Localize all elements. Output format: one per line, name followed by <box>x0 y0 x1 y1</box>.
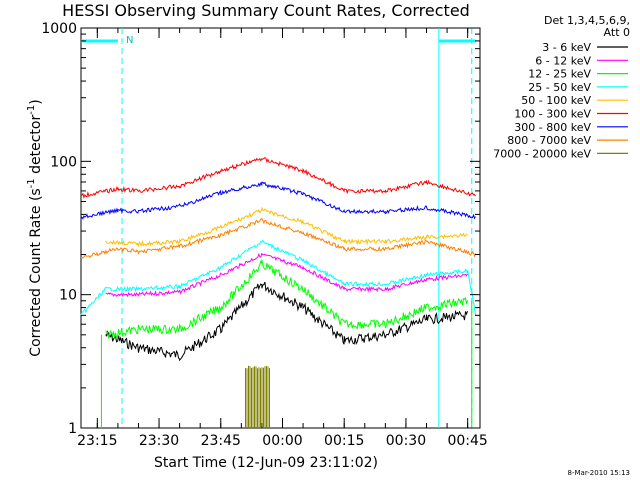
series-line <box>105 252 468 298</box>
y-axis-label: Corrected Count Rate (s-1 detector-1) <box>26 99 44 356</box>
x-tick-label: 00:45 <box>447 433 487 449</box>
legend-label: 25 - 50 keV <box>528 81 591 94</box>
legend-label: 3 - 6 keV <box>542 41 591 54</box>
series-line <box>80 239 477 316</box>
legend-label: 100 - 300 keV <box>514 108 591 121</box>
series-line <box>245 365 270 428</box>
chart-title: HESSI Observing Summary Count Rates, Cor… <box>62 1 470 20</box>
x-tick-label: 23:30 <box>139 433 179 449</box>
legend-label: 7000 - 20000 keV <box>493 147 591 160</box>
series-line <box>105 281 468 362</box>
series-line <box>105 206 468 248</box>
saa-markers: N <box>81 28 476 428</box>
legend-header-line2: Att 0 <box>604 26 630 39</box>
x-tick-label: 23:45 <box>201 433 241 449</box>
plot-frame <box>80 27 481 429</box>
x-tick-label: 23:15 <box>77 433 117 449</box>
x-tick-label: 00:00 <box>262 433 302 449</box>
x-axis-label: Start Time (12-Jun-09 23:11:02) <box>154 455 378 471</box>
legend-label: 50 - 100 keV <box>521 94 591 107</box>
timestamp-footer: 8-Mar-2010 15:13 <box>568 469 630 477</box>
axes: 1 10 100 1000 23:15 23:30 23:45 00:00 00:15 00:30… <box>41 21 487 449</box>
x-tick-label: 00:15 <box>324 433 364 449</box>
legend-label: 800 - 7000 keV <box>507 134 591 147</box>
x-tick-label: 00:30 <box>386 433 426 449</box>
series-line <box>80 156 476 199</box>
legend-label: 300 - 800 keV <box>514 121 591 134</box>
series-line <box>80 217 476 259</box>
series-lines <box>80 156 477 428</box>
y-tick-label: 1 <box>68 421 77 437</box>
y-tick-label: 10 <box>59 288 77 304</box>
saa-label: N <box>126 35 133 46</box>
y-tick-label: 100 <box>50 154 77 170</box>
legend-label: 6 - 12 keV <box>535 54 591 67</box>
series-line <box>80 181 476 220</box>
legend-label: 12 - 25 keV <box>528 68 591 81</box>
series-line <box>105 259 468 339</box>
legend-header-line1: Det 1,3,4,5,6,9, <box>544 14 630 27</box>
y-tick-label: 1000 <box>41 21 77 37</box>
